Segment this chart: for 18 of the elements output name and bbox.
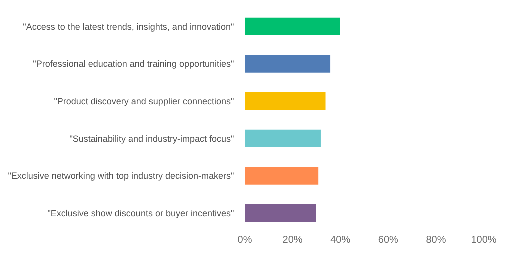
y-tick-label: "Exclusive networking with top industry decision-makers" <box>8 171 234 182</box>
x-tick-label: 20% <box>282 235 303 246</box>
bar <box>245 166 320 186</box>
bar <box>245 16 342 36</box>
y-tick-label: "Professional education and training opportunities" <box>33 59 234 70</box>
bar <box>245 92 327 112</box>
bar <box>245 54 332 74</box>
bar <box>245 128 322 148</box>
y-tick-label: "Access to the latest trends, insights, and innovation" <box>23 22 234 32</box>
y-tick-label: "Sustainability and industry-impact focus" <box>70 134 234 144</box>
x-tick-label: 80% <box>426 235 446 246</box>
x-tick-label: 0% <box>238 235 252 246</box>
bar <box>245 204 318 224</box>
x-tick-label: 40% <box>330 235 351 246</box>
y-tick-label: "Exclusive show discounts or buyer incentives" <box>48 208 234 218</box>
y-tick-label: "Product discovery and supplier connections" <box>54 96 234 106</box>
x-tick-label: 100% <box>471 235 497 246</box>
x-tick-label: 60% <box>378 235 399 246</box>
